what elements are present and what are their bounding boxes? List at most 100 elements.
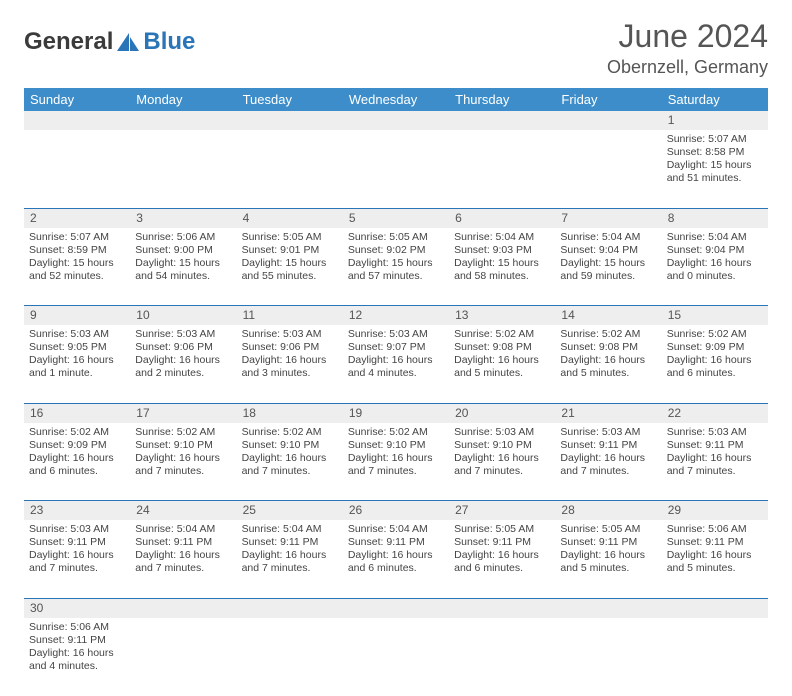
day-cell-line: Sunrise: 5:02 AM bbox=[560, 328, 656, 341]
day-cell-line: and 7 minutes. bbox=[29, 562, 125, 575]
day-number: 10 bbox=[130, 306, 236, 326]
day-detail-row: Sunrise: 5:07 AMSunset: 8:59 PMDaylight:… bbox=[24, 228, 768, 306]
day-cell-line: Daylight: 16 hours bbox=[667, 549, 763, 562]
day-cell-line: Daylight: 15 hours bbox=[560, 257, 656, 270]
day-number bbox=[237, 111, 343, 130]
day-number-row: 16171819202122 bbox=[24, 403, 768, 423]
day-cell-line: Daylight: 15 hours bbox=[667, 159, 763, 172]
day-cell: Sunrise: 5:02 AMSunset: 9:10 PMDaylight:… bbox=[130, 423, 236, 501]
day-cell-line: Sunrise: 5:04 AM bbox=[135, 523, 231, 536]
day-cell bbox=[24, 130, 130, 208]
day-cell-line: Daylight: 16 hours bbox=[242, 354, 338, 367]
day-cell-line: Daylight: 16 hours bbox=[348, 354, 444, 367]
day-cell-line: and 54 minutes. bbox=[135, 270, 231, 283]
day-number: 3 bbox=[130, 208, 236, 228]
day-number bbox=[449, 598, 555, 618]
day-number: 28 bbox=[555, 501, 661, 521]
day-cell-line: Sunrise: 5:02 AM bbox=[667, 328, 763, 341]
day-cell-line: Sunset: 9:08 PM bbox=[454, 341, 550, 354]
day-number bbox=[343, 111, 449, 130]
day-cell-line: and 3 minutes. bbox=[242, 367, 338, 380]
day-cell-line: and 59 minutes. bbox=[560, 270, 656, 283]
day-cell: Sunrise: 5:03 AMSunset: 9:11 PMDaylight:… bbox=[662, 423, 768, 501]
day-cell: Sunrise: 5:03 AMSunset: 9:06 PMDaylight:… bbox=[130, 325, 236, 403]
logo-sail-icon bbox=[115, 31, 141, 53]
day-cell-line: and 1 minute. bbox=[29, 367, 125, 380]
day-detail-row: Sunrise: 5:07 AMSunset: 8:58 PMDaylight:… bbox=[24, 130, 768, 208]
day-cell-line: Sunset: 9:03 PM bbox=[454, 244, 550, 257]
day-cell-line: Sunset: 9:11 PM bbox=[348, 536, 444, 549]
day-cell: Sunrise: 5:06 AMSunset: 9:11 PMDaylight:… bbox=[662, 520, 768, 598]
day-cell: Sunrise: 5:03 AMSunset: 9:05 PMDaylight:… bbox=[24, 325, 130, 403]
day-number-row: 23242526272829 bbox=[24, 501, 768, 521]
day-cell-line: Sunrise: 5:03 AM bbox=[29, 523, 125, 536]
day-cell-line: and 5 minutes. bbox=[667, 562, 763, 575]
day-cell-line: Sunrise: 5:02 AM bbox=[242, 426, 338, 439]
day-number: 21 bbox=[555, 403, 661, 423]
day-cell-line: Sunrise: 5:02 AM bbox=[135, 426, 231, 439]
weekday-header: Wednesday bbox=[343, 88, 449, 111]
day-cell-line: and 7 minutes. bbox=[242, 562, 338, 575]
day-cell: Sunrise: 5:06 AMSunset: 9:00 PMDaylight:… bbox=[130, 228, 236, 306]
day-cell: Sunrise: 5:04 AMSunset: 9:04 PMDaylight:… bbox=[555, 228, 661, 306]
title-block: June 2024 Obernzell, Germany bbox=[607, 18, 768, 78]
day-cell bbox=[555, 618, 661, 696]
day-cell-line: and 7 minutes. bbox=[348, 465, 444, 478]
day-cell-line: Sunrise: 5:03 AM bbox=[135, 328, 231, 341]
day-number: 22 bbox=[662, 403, 768, 423]
day-number-row: 1 bbox=[24, 111, 768, 130]
day-number: 23 bbox=[24, 501, 130, 521]
day-cell-line: Sunset: 9:07 PM bbox=[348, 341, 444, 354]
day-number: 18 bbox=[237, 403, 343, 423]
day-cell-line: and 4 minutes. bbox=[29, 660, 125, 673]
day-cell-line: Sunrise: 5:04 AM bbox=[454, 231, 550, 244]
day-cell-line: and 58 minutes. bbox=[454, 270, 550, 283]
day-cell-line: Sunset: 9:11 PM bbox=[454, 536, 550, 549]
day-cell: Sunrise: 5:04 AMSunset: 9:11 PMDaylight:… bbox=[130, 520, 236, 598]
day-cell-line: Daylight: 16 hours bbox=[29, 452, 125, 465]
day-cell-line: Daylight: 16 hours bbox=[242, 452, 338, 465]
day-cell-line: Daylight: 16 hours bbox=[560, 354, 656, 367]
day-cell: Sunrise: 5:05 AMSunset: 9:01 PMDaylight:… bbox=[237, 228, 343, 306]
day-number: 2 bbox=[24, 208, 130, 228]
day-cell-line: Sunrise: 5:04 AM bbox=[667, 231, 763, 244]
day-number-row: 30 bbox=[24, 598, 768, 618]
day-number: 13 bbox=[449, 306, 555, 326]
day-cell: Sunrise: 5:04 AMSunset: 9:11 PMDaylight:… bbox=[237, 520, 343, 598]
day-detail-row: Sunrise: 5:03 AMSunset: 9:05 PMDaylight:… bbox=[24, 325, 768, 403]
day-number bbox=[449, 111, 555, 130]
day-cell-line: Sunset: 9:09 PM bbox=[667, 341, 763, 354]
day-number bbox=[130, 111, 236, 130]
day-cell: Sunrise: 5:02 AMSunset: 9:08 PMDaylight:… bbox=[449, 325, 555, 403]
day-cell-line: Daylight: 15 hours bbox=[454, 257, 550, 270]
day-cell-line: Sunset: 9:11 PM bbox=[135, 536, 231, 549]
day-cell-line: Daylight: 16 hours bbox=[135, 549, 231, 562]
page-header: General Blue June 2024 Obernzell, German… bbox=[24, 18, 768, 78]
day-cell-line: and 6 minutes. bbox=[454, 562, 550, 575]
day-cell-line: Sunrise: 5:04 AM bbox=[242, 523, 338, 536]
day-cell-line: Sunrise: 5:03 AM bbox=[454, 426, 550, 439]
day-cell-line: Sunset: 9:11 PM bbox=[29, 634, 125, 647]
day-cell-line: Sunrise: 5:05 AM bbox=[560, 523, 656, 536]
day-number: 26 bbox=[343, 501, 449, 521]
day-cell-line: and 7 minutes. bbox=[242, 465, 338, 478]
weekday-header: Sunday bbox=[24, 88, 130, 111]
day-number: 29 bbox=[662, 501, 768, 521]
calendar-table: Sunday Monday Tuesday Wednesday Thursday… bbox=[24, 88, 768, 696]
day-cell-line: Sunrise: 5:05 AM bbox=[454, 523, 550, 536]
day-number: 24 bbox=[130, 501, 236, 521]
day-number: 7 bbox=[555, 208, 661, 228]
day-cell-line: Daylight: 16 hours bbox=[667, 354, 763, 367]
day-cell-line: Sunset: 8:59 PM bbox=[29, 244, 125, 257]
day-cell-line: Sunset: 9:09 PM bbox=[29, 439, 125, 452]
day-cell bbox=[130, 618, 236, 696]
day-cell: Sunrise: 5:03 AMSunset: 9:10 PMDaylight:… bbox=[449, 423, 555, 501]
weekday-header: Saturday bbox=[662, 88, 768, 111]
day-cell-line: Daylight: 15 hours bbox=[242, 257, 338, 270]
day-cell-line: Daylight: 16 hours bbox=[348, 452, 444, 465]
day-cell-line: Sunset: 9:06 PM bbox=[135, 341, 231, 354]
day-cell-line: and 6 minutes. bbox=[667, 367, 763, 380]
day-number: 27 bbox=[449, 501, 555, 521]
day-cell: Sunrise: 5:04 AMSunset: 9:04 PMDaylight:… bbox=[662, 228, 768, 306]
logo-text-general: General bbox=[24, 28, 113, 56]
